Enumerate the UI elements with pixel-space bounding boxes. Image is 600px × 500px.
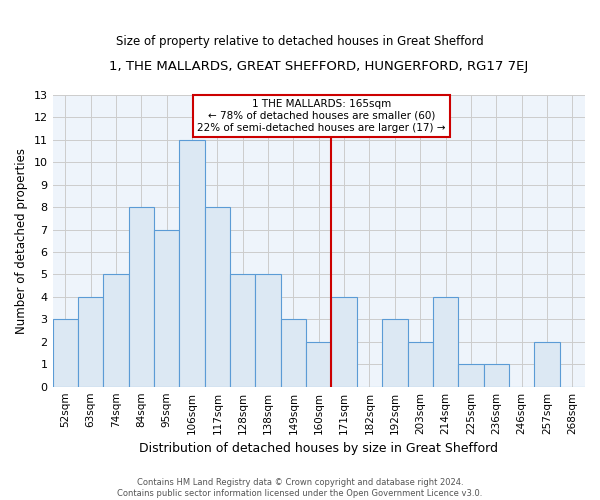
- X-axis label: Distribution of detached houses by size in Great Shefford: Distribution of detached houses by size …: [139, 442, 498, 455]
- Bar: [407, 342, 433, 386]
- Bar: [128, 207, 154, 386]
- Bar: [230, 274, 256, 386]
- Bar: [205, 207, 230, 386]
- Bar: [78, 297, 103, 386]
- Text: Size of property relative to detached houses in Great Shefford: Size of property relative to detached ho…: [116, 35, 484, 48]
- Title: 1, THE MALLARDS, GREAT SHEFFORD, HUNGERFORD, RG17 7EJ: 1, THE MALLARDS, GREAT SHEFFORD, HUNGERF…: [109, 60, 529, 73]
- Text: 1 THE MALLARDS: 165sqm
← 78% of detached houses are smaller (60)
22% of semi-det: 1 THE MALLARDS: 165sqm ← 78% of detached…: [197, 100, 446, 132]
- Bar: [306, 342, 331, 386]
- Bar: [382, 320, 407, 386]
- Bar: [534, 342, 560, 386]
- Bar: [256, 274, 281, 386]
- Bar: [458, 364, 484, 386]
- Bar: [179, 140, 205, 386]
- Bar: [281, 320, 306, 386]
- Bar: [484, 364, 509, 386]
- Bar: [154, 230, 179, 386]
- Y-axis label: Number of detached properties: Number of detached properties: [15, 148, 28, 334]
- Bar: [331, 297, 357, 386]
- Bar: [103, 274, 128, 386]
- Text: Contains HM Land Registry data © Crown copyright and database right 2024.
Contai: Contains HM Land Registry data © Crown c…: [118, 478, 482, 498]
- Bar: [53, 320, 78, 386]
- Bar: [433, 297, 458, 386]
